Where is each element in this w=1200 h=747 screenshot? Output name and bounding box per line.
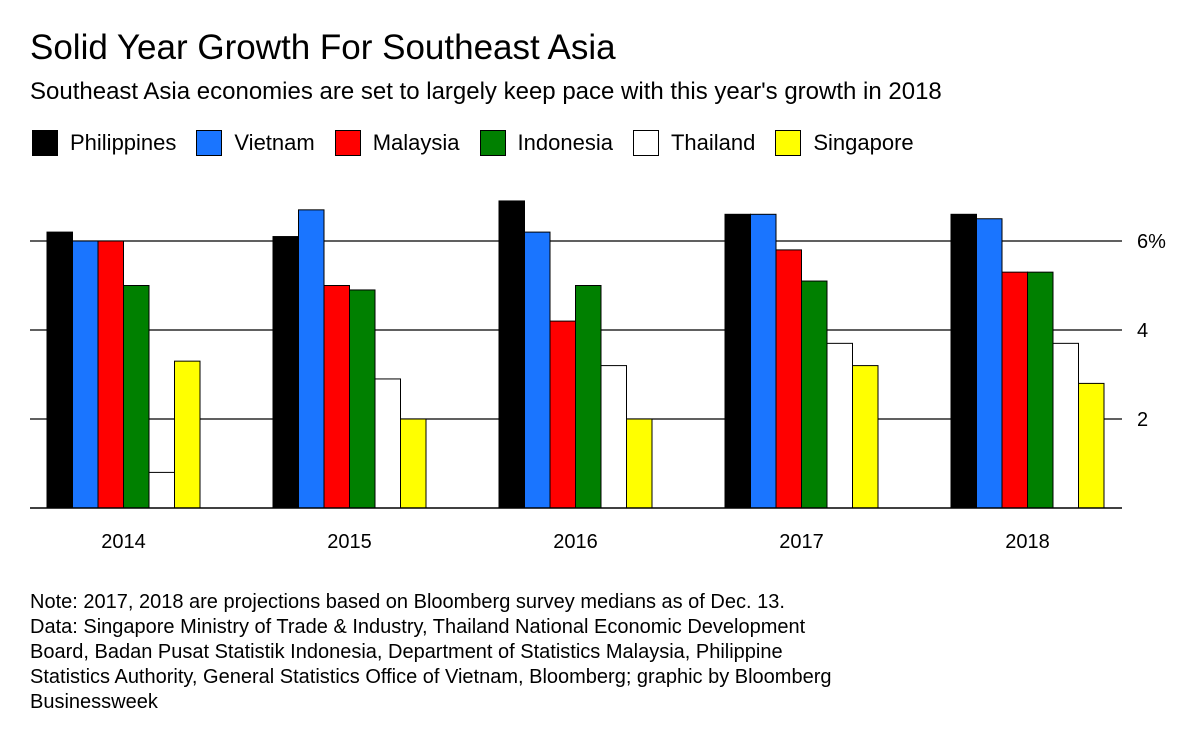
chart-subtitle: Southeast Asia economies are set to larg… [30,78,942,105]
bar-singapore-2014 [174,360,201,509]
legend-item-indonesia: Indonesia [479,130,613,156]
bar-thailand-2016 [600,365,627,509]
bar-vietnam-2016 [524,231,551,509]
bar-malaysia-2014 [97,240,124,509]
data-source-line: Board, Badan Pusat Statistik Indonesia, … [30,641,783,663]
bar-vietnam-2018 [976,218,1003,509]
bar-malaysia-2018 [1001,271,1028,509]
bar-indonesia-2015 [349,289,376,509]
legend-item-singapore: Singapore [775,130,914,156]
bar-philippines-2014 [46,231,73,509]
x-tick-label: 2018 [1005,531,1050,553]
legend-label-malaysia: Malaysia [372,130,460,155]
x-tick-label: 2016 [553,531,598,553]
legend-label-philippines: Philippines [70,130,177,155]
data-source-line: Businessweek [30,691,158,713]
bar-indonesia-2014 [123,285,150,509]
legend-item-thailand: Thailand [632,130,756,156]
legend-swatch-philippines [32,130,58,156]
legend-swatch-singapore [775,130,802,156]
legend-item-malaysia: Malaysia [334,130,460,156]
bar-thailand-2015 [374,378,401,509]
legend-item-vietnam: Vietnam [196,130,315,156]
y-tick-label: 6% [1137,231,1166,253]
bar-vietnam-2014 [72,240,99,509]
bar-indonesia-2018 [1027,271,1054,509]
legend-item-philippines: Philippines [32,130,176,156]
bar-malaysia-2016 [549,320,576,509]
bar-vietnam-2015 [298,209,325,509]
data-source-line: Data: Singapore Ministry of Trade & Indu… [30,616,806,638]
chart-title: Solid Year Growth For Southeast Asia [30,28,616,67]
bar-philippines-2015 [272,236,299,509]
bar-singapore-2018 [1078,382,1105,509]
bar-indonesia-2016 [575,285,602,509]
bar-malaysia-2017 [775,249,802,509]
bar-indonesia-2017 [801,280,828,509]
bar-malaysia-2015 [323,285,350,509]
legend-swatch-indonesia [479,130,506,156]
x-tick-label: 2015 [327,531,372,553]
legend-swatch-malaysia [334,130,361,156]
y-tick-label: 2 [1137,409,1148,431]
x-tick-label: 2014 [101,531,146,553]
legend-swatch-thailand [632,130,659,156]
legend-label-singapore: Singapore [813,130,914,155]
bar-vietnam-2017 [750,213,777,509]
bar-philippines-2017 [724,213,751,509]
data-source-line: Statistics Authority, General Statistics… [30,666,832,688]
bar-singapore-2017 [852,365,879,509]
notes: Note: 2017, 2018 are projections based o… [30,590,831,715]
bar-chart: 6% 4 2 2014 2015 2016 2017 2018 [30,200,1166,553]
bar-thailand-2017 [826,342,853,509]
note-line: Note: 2017, 2018 are projections based o… [30,591,785,613]
x-tick-label: 2017 [779,531,824,553]
legend-label-indonesia: Indonesia [517,130,613,155]
legend-swatch-vietnam [196,130,223,156]
bar-thailand-2014 [148,471,175,509]
bar-thailand-2018 [1052,342,1079,509]
bar-philippines-2018 [950,213,977,509]
legend-label-vietnam: Vietnam [234,130,315,155]
legend: Philippines Vietnam Malaysia Indonesia T… [32,128,934,158]
y-tick-label: 4 [1137,320,1148,342]
bar-philippines-2016 [498,200,525,509]
bar-singapore-2015 [400,418,427,509]
bar-singapore-2016 [626,418,653,509]
legend-label-thailand: Thailand [670,130,756,155]
